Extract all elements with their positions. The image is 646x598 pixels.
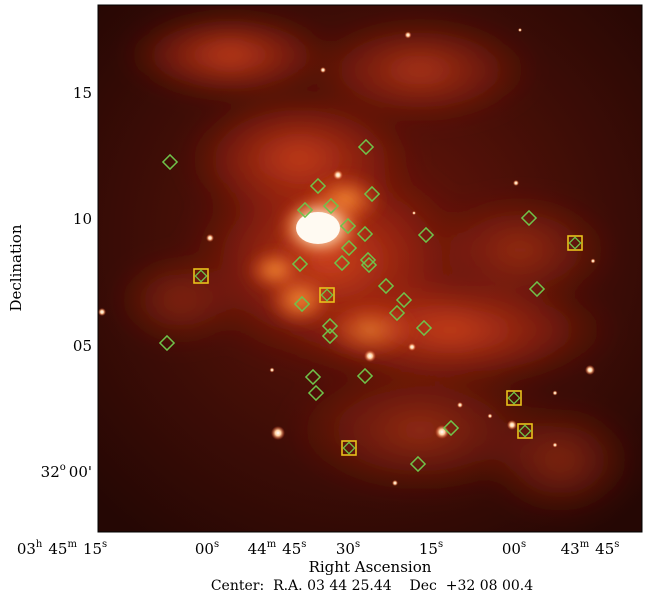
yellow-square-marker bbox=[506, 390, 522, 406]
green-diamond-marker bbox=[321, 317, 339, 335]
x-tick-label: 03h 45m 15s bbox=[17, 539, 107, 558]
green-diamond-marker bbox=[322, 197, 340, 215]
y-tick-label: 05 bbox=[73, 337, 92, 355]
green-diamond-marker bbox=[417, 226, 435, 244]
inner-diamond-marker bbox=[194, 269, 208, 283]
x-tick-label: 43m 45s bbox=[561, 539, 620, 558]
x-tick-label: 44m 45s bbox=[248, 539, 307, 558]
green-diamond-marker bbox=[296, 201, 314, 219]
green-diamond-marker bbox=[333, 254, 351, 272]
y-tick-label: 15 bbox=[73, 84, 92, 102]
green-diamond-marker bbox=[161, 153, 179, 171]
x-tick-label: 15s bbox=[419, 539, 443, 558]
inner-diamond-marker bbox=[518, 424, 532, 438]
green-diamond-marker bbox=[357, 138, 375, 156]
green-diamond-marker bbox=[356, 225, 374, 243]
green-diamond-marker bbox=[395, 291, 413, 309]
x-tick-label: 30s bbox=[336, 539, 360, 558]
green-diamond-marker bbox=[388, 304, 406, 322]
y-tick-label: 32o 00' bbox=[41, 462, 92, 481]
yellow-source-markers bbox=[193, 235, 583, 456]
inner-diamond-marker bbox=[568, 236, 582, 250]
green-diamond-marker bbox=[359, 251, 377, 269]
inner-diamond-marker bbox=[507, 391, 521, 405]
x-axis-label: Right Ascension bbox=[309, 558, 432, 576]
green-diamond-marker bbox=[309, 177, 327, 195]
green-diamond-marker bbox=[340, 239, 358, 257]
inner-diamond-marker bbox=[342, 441, 356, 455]
yellow-square-marker bbox=[517, 423, 533, 439]
green-diamond-marker bbox=[158, 334, 176, 352]
yellow-square-marker bbox=[193, 268, 209, 284]
green-diamond-marker bbox=[304, 368, 322, 386]
yellow-square-marker bbox=[319, 287, 335, 303]
green-source-markers bbox=[158, 138, 546, 473]
yellow-square-marker bbox=[567, 235, 583, 251]
green-diamond-marker bbox=[356, 367, 374, 385]
green-diamond-marker bbox=[528, 280, 546, 298]
x-tick-label: 00s bbox=[195, 539, 219, 558]
inner-diamond-marker bbox=[320, 288, 334, 302]
green-diamond-marker bbox=[321, 327, 339, 345]
plot-frame bbox=[97, 4, 643, 533]
y-axis: 15 10 05 32o 00' Declination bbox=[7, 84, 92, 481]
center-caption: Center: R.A. 03 44 25.44 Dec +32 08 00.4 bbox=[211, 578, 533, 594]
x-tick-label: 00s bbox=[502, 539, 526, 558]
x-axis: 03h 45m 15s 00s 44m 45s 30s 15s 00s 43m 45s … bbox=[17, 539, 620, 594]
green-diamond-marker bbox=[291, 255, 309, 273]
y-axis-label: Declination bbox=[7, 224, 25, 311]
y-tick-label: 10 bbox=[73, 210, 92, 228]
green-diamond-marker bbox=[377, 277, 395, 295]
green-diamond-marker bbox=[442, 419, 460, 437]
yellow-square-marker bbox=[341, 440, 357, 456]
green-diamond-marker bbox=[409, 455, 427, 473]
green-diamond-marker bbox=[415, 319, 433, 337]
green-diamond-marker bbox=[293, 295, 311, 313]
nebula-image bbox=[98, 5, 642, 532]
star-field bbox=[98, 28, 596, 486]
green-diamond-marker bbox=[307, 384, 325, 402]
green-diamond-marker bbox=[363, 185, 381, 203]
green-diamond-marker bbox=[360, 256, 378, 274]
green-diamond-marker bbox=[339, 217, 357, 235]
green-diamond-marker bbox=[520, 209, 538, 227]
